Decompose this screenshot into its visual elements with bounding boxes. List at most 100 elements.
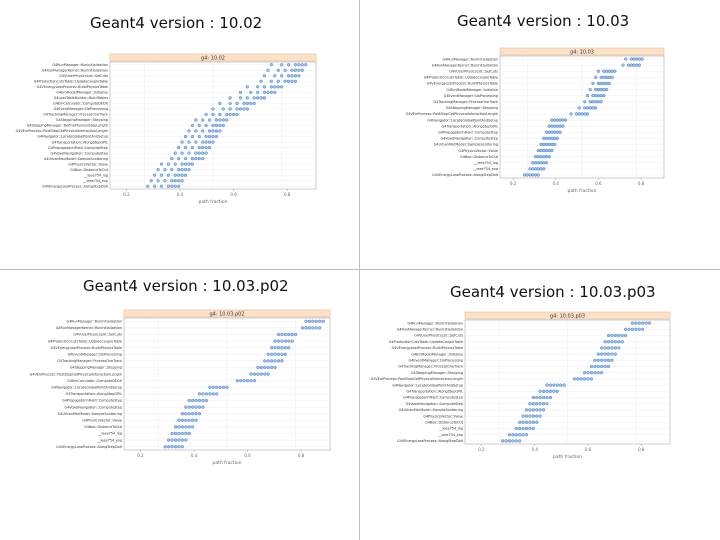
data-point [536,148,540,153]
data-point [585,106,590,110]
data-point [191,425,195,429]
data-point [620,340,624,344]
data-point [613,69,617,73]
data-point [208,385,212,389]
data-point [550,118,554,122]
data-point [259,79,263,83]
data-point [214,134,219,139]
data-point [180,162,184,166]
data-point [555,124,559,128]
data-point [635,57,639,61]
data-point [634,327,638,331]
data-point [596,81,600,86]
data-point [163,445,167,449]
data-point [252,101,256,106]
data-point [180,168,184,172]
row-label: G4PropagatorInField::ComputeStep [438,130,498,134]
data-point [561,118,565,122]
data-point [531,420,535,424]
data-point [591,94,595,98]
data-point [596,371,600,375]
data-point [280,359,284,363]
data-point [214,118,219,122]
chart-1003: g4: 10.03G4RunManager::RunInitialization… [406,47,665,194]
data-point [156,179,160,183]
data-point [173,179,177,183]
data-point [321,319,325,323]
data-point [259,365,263,370]
data-point [201,392,205,396]
data-point [602,81,606,86]
data-point [605,75,609,79]
data-point [545,395,549,400]
data-point [194,398,198,403]
data-point [245,101,249,106]
data-point [286,74,291,78]
data-point [318,326,322,330]
row-label: G4EventManager::DoProcessing [409,359,463,363]
data-point [187,162,191,166]
data-point [239,379,243,383]
data-point [535,420,539,424]
data-point [197,145,201,150]
data-point [180,425,184,429]
data-point [606,346,611,350]
data-point [544,130,549,134]
data-point [269,90,273,94]
data-point [588,87,592,92]
row-label: G4EventManager::DoProcessing [444,94,498,98]
data-point [173,162,177,166]
row-label: G4Navigator::LocateGlobalPointAndSetup [51,386,122,390]
data-point [159,173,164,177]
data-point [211,134,215,139]
data-point [586,371,590,375]
data-point [197,134,201,139]
data-point [153,184,157,188]
data-point [545,389,549,393]
row-label: G4Box::DistanceToOut [460,155,499,159]
x-tick-label: 0.8 [638,181,645,186]
row-label: G4ProductionCutsTable::UpdateCoupleTable [389,340,463,344]
x-tick-label: 0.2 [137,453,144,458]
data-point [266,359,270,363]
row-label: G4VoxelNavigation::ComputeStep [51,151,109,155]
data-point [603,346,607,350]
data-point [180,431,184,436]
x-axis-label: path fraction [213,460,242,466]
data-point [613,333,617,338]
data-point [276,79,280,83]
row-label: __ieee754_log [473,161,498,165]
data-point [559,383,563,387]
data-point [553,130,557,134]
data-point [166,184,170,188]
data-point [603,364,607,369]
data-point [177,445,181,449]
row-label: G4RunManager::RunInitialization [52,63,108,67]
data-point [273,339,277,343]
data-point [547,124,551,128]
data-point [204,151,208,155]
data-point [524,420,529,424]
data-point [630,327,635,331]
data-point [177,168,181,172]
data-point [626,63,631,67]
data-point [594,87,598,92]
data-point [276,339,281,343]
row-label: G4EventManager::DoProcessing [68,353,122,357]
row-label: G4VUserPhysicsList::SetCuts [73,333,122,337]
strip-header [123,309,331,318]
row-label: __ieee754_exp [96,438,122,442]
data-point [173,425,178,429]
data-point [644,321,648,325]
row-label: G4TrackingManager::ProcessOneTrack [398,365,463,369]
data-point [280,63,284,67]
data-point [228,96,232,100]
data-point [600,364,604,369]
data-point [214,129,219,133]
data-point [596,94,600,98]
data-point [187,412,191,416]
row-label: G4UrbanMscModel::SampleScattering [58,412,122,416]
chart-1003p02: g4: 10.03.p02G4RunManager::RunInitializa… [30,309,331,466]
data-point [547,155,551,159]
x-tick-label: 0.4 [177,192,184,197]
